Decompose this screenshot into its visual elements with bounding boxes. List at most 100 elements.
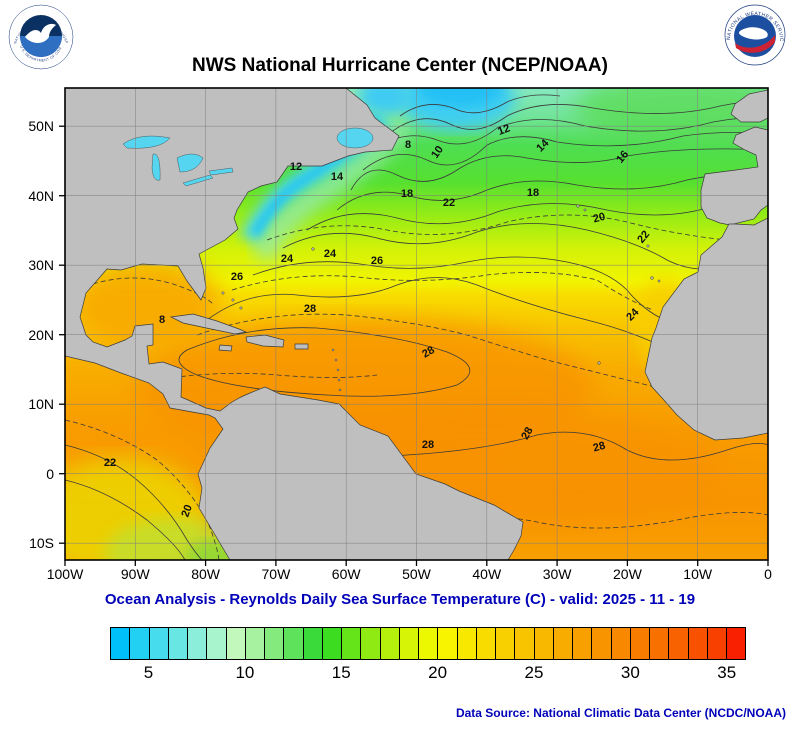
contour-label: 8 <box>405 139 411 151</box>
noaa-gull-icon <box>25 23 56 43</box>
island-bahamas <box>239 306 243 310</box>
land-cuba <box>169 313 248 335</box>
contour-label: 24 <box>281 253 294 265</box>
colorbar-cell <box>727 628 746 659</box>
contour-label: 12 <box>496 122 512 137</box>
contour-label: 28 <box>592 440 607 455</box>
contour-label: 18 <box>401 188 413 200</box>
land-jamaica <box>218 344 233 352</box>
colorbar-cell <box>111 628 131 659</box>
lon-axis-label: 60W <box>331 566 361 582</box>
colorbar-cell <box>553 628 573 659</box>
land-england <box>730 89 768 123</box>
noaa-logo[interactable]: NATIONAL OCEANIC AND ATMOSPHERIC ADMINIS… <box>6 1 74 75</box>
colorbar-tick-label: 35 <box>717 663 737 682</box>
colorbar-cell <box>611 628 631 659</box>
colorbar-tick-label: 5 <box>143 663 154 682</box>
lon-axis-label: 30W <box>542 566 572 582</box>
contour-label: 28 <box>420 344 437 361</box>
nws-logo[interactable]: NATIONAL WEATHER SERVICE <box>722 0 786 71</box>
island-antilles <box>337 378 341 382</box>
colorbar-cell <box>130 628 150 659</box>
lon-axis-label: 50W <box>402 566 431 582</box>
colorbar-cell <box>207 628 227 659</box>
contour-label: 8 <box>159 314 165 326</box>
island-cape-verde <box>597 361 601 365</box>
contour-label: 22 <box>443 197 455 209</box>
colorbar-cell <box>573 628 593 659</box>
colorbar-tick-label: 20 <box>428 663 448 682</box>
lat-axis-label: 50N <box>28 118 54 135</box>
lat-axis-label: 10N <box>28 396 54 413</box>
lon-axis-label: 90W <box>120 566 150 582</box>
nws-usa-map-icon <box>738 27 768 40</box>
contour-label: 26 <box>231 271 243 283</box>
colorbar-cell <box>707 628 727 659</box>
contour-label: 24 <box>324 248 337 260</box>
lake-ontario <box>208 167 234 176</box>
colorbar-cell <box>630 628 650 659</box>
colorbar-cell <box>322 628 342 659</box>
colorbar-cell <box>361 628 381 659</box>
lat-axis-label: 30N <box>28 257 54 274</box>
colorbar-cell <box>457 628 477 659</box>
map-caption: Ocean Analysis - Reynolds Daily Sea Surf… <box>104 591 696 608</box>
lake-michigan <box>151 153 161 181</box>
lon-axis-label: 80W <box>191 566 220 582</box>
colorbar-cell <box>476 628 496 659</box>
colorbar-cell <box>265 628 285 659</box>
contour-label: 10 <box>429 144 446 161</box>
land-puerto-rico <box>294 343 309 350</box>
colorbar-cell <box>669 628 689 659</box>
contour-label: 28 <box>519 425 536 442</box>
island-bahamas <box>221 291 225 295</box>
lon-axis-label: 100W <box>46 566 84 582</box>
island-antilles <box>336 368 340 372</box>
colorbar-cell <box>245 628 265 659</box>
lat-axis-label: 10S <box>29 535 54 552</box>
island-antilles <box>334 358 338 362</box>
colorbar <box>110 627 746 660</box>
contour-label: 22 <box>104 457 116 469</box>
colorbar-tick-label: 30 <box>620 663 640 682</box>
map-frame <box>64 87 769 561</box>
colorbar-cell <box>226 628 246 659</box>
contour-label: 20 <box>592 211 607 226</box>
land-africa <box>644 217 768 441</box>
nws-red-swoosh-icon <box>735 35 775 53</box>
colorbar-cell <box>380 628 400 659</box>
map-clip-group <box>65 88 768 560</box>
contour-label: 14 <box>331 171 344 183</box>
island-antilles <box>331 348 335 352</box>
island-bermuda <box>311 247 315 251</box>
lake-superior <box>122 135 171 149</box>
colorbar-cell <box>399 628 419 659</box>
island-azores <box>576 204 580 208</box>
lon-axis-label: 20W <box>612 566 642 582</box>
contour-label: 18 <box>527 187 539 199</box>
colorbar-cell <box>188 628 208 659</box>
lake-huron <box>176 153 204 173</box>
island-canary <box>650 276 654 280</box>
page-title: NWS National Hurricane Center (NCEP/NOAA… <box>192 55 608 76</box>
lat-axis-label: 0 <box>46 465 54 482</box>
land-france-iberia <box>700 126 768 226</box>
colorbar-cell <box>168 628 188 659</box>
colorbar-cell <box>534 628 554 659</box>
contour-label: 26 <box>371 255 383 267</box>
data-source: Data Source: National Climatic Data Cent… <box>455 706 786 720</box>
colorbar-cell <box>496 628 516 659</box>
island-canary <box>657 279 661 283</box>
contour-label: 12 <box>290 161 302 173</box>
nws-logo-svg: NATIONAL WEATHER SERVICE <box>722 0 786 66</box>
contour-label: 28 <box>304 303 316 315</box>
island-antilles <box>338 388 342 392</box>
gulf-of-st-lawrence <box>336 127 374 149</box>
colorbar-cell <box>149 628 169 659</box>
colorbar-cell <box>650 628 670 659</box>
lon-axis-label: 70W <box>261 566 291 582</box>
colorbar-cell <box>284 628 304 659</box>
land-americas <box>65 88 524 560</box>
colorbar-cell <box>342 628 362 659</box>
